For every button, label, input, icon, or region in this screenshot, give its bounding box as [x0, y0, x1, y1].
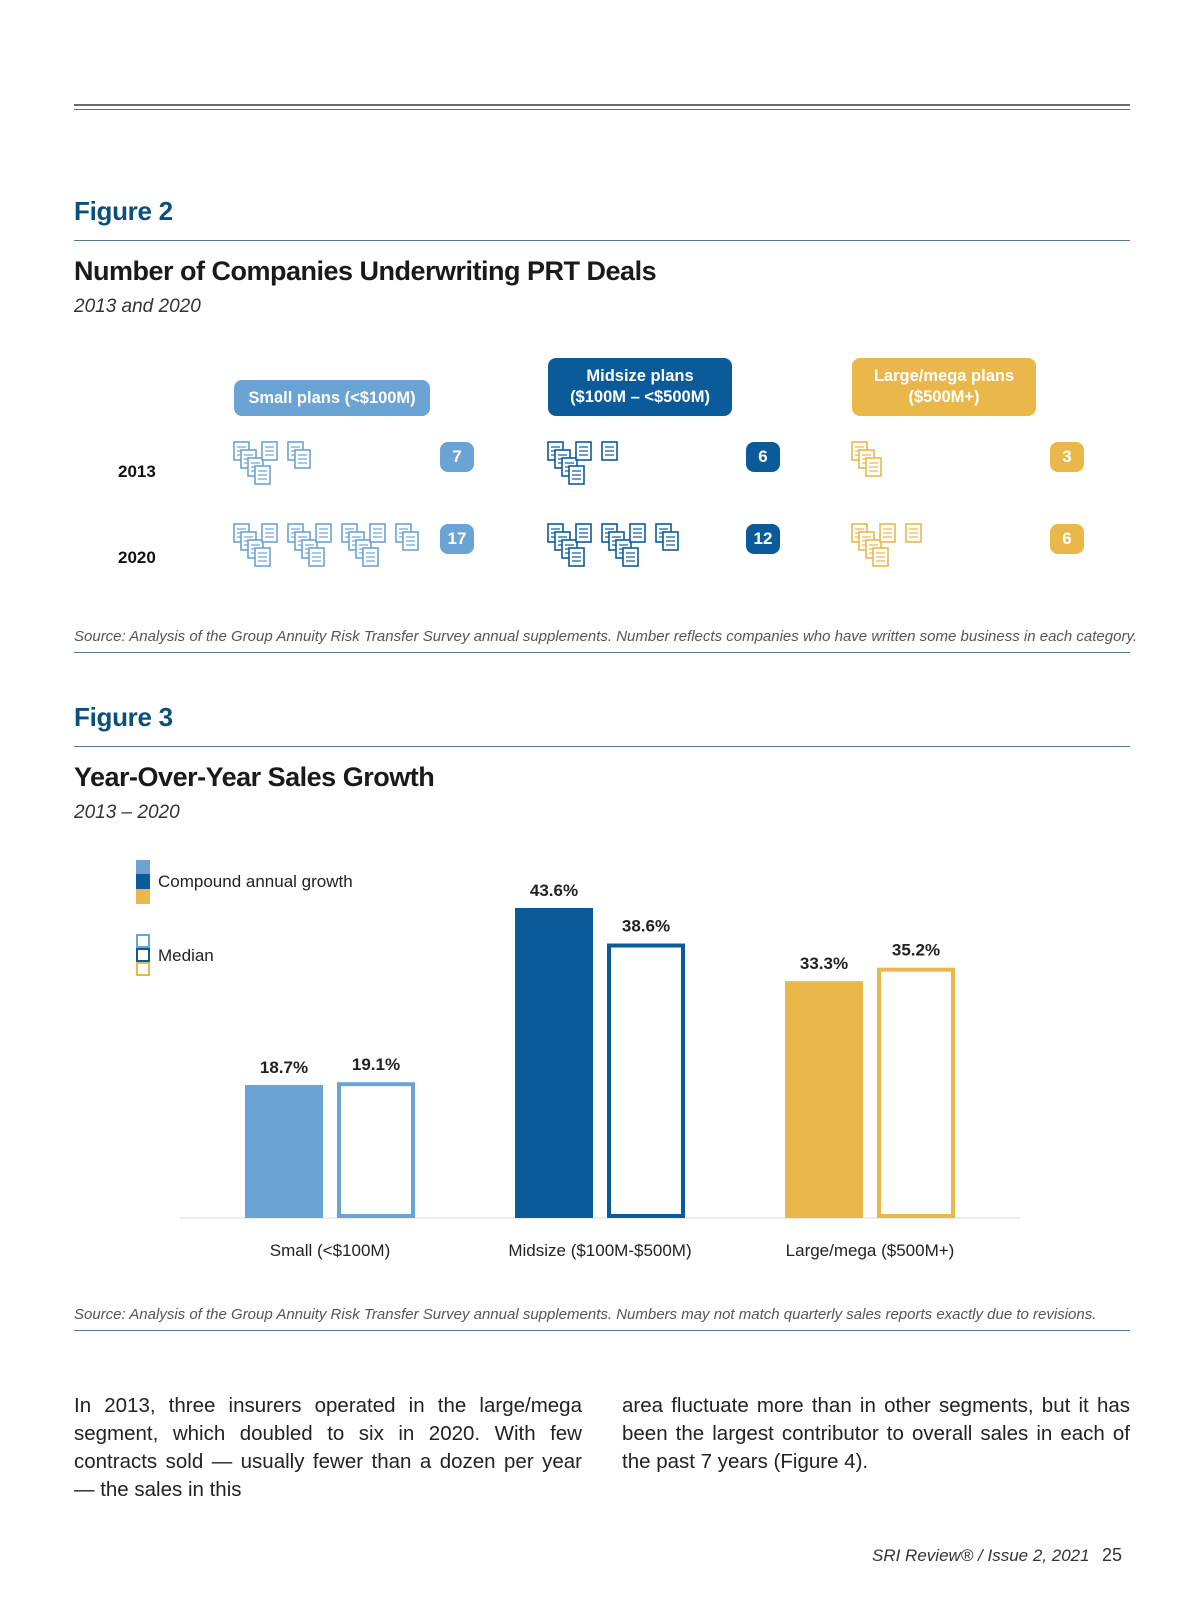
median-legend-label: Median	[158, 946, 214, 965]
figure-3-subtitle: 2013 – 2020	[74, 802, 180, 823]
sales-growth-bar-chart: 18.7% 19.1% Small (<$100M) 43.6% 38.6% Midsiz…	[180, 881, 1020, 1260]
year-label-2013: 2013	[118, 462, 156, 481]
median-legend-swatch	[136, 934, 150, 978]
document-stack-icon	[547, 523, 592, 567]
document-stack-icon	[287, 441, 311, 469]
mid-2020-count-badge: 12	[746, 524, 780, 554]
category-label-2: Large/mega ($500M+)	[786, 1241, 955, 1260]
cagr-bar-0	[245, 1085, 323, 1218]
figure-3-source: Source: Analysis of the Group Annuity Ri…	[74, 1306, 1097, 1323]
document-stack-icon	[233, 523, 278, 567]
body-column-1: In 2013, three insurers operated in the …	[74, 1394, 582, 1501]
large-2013-document-icons	[850, 440, 898, 498]
cagr-bar-1	[515, 907, 593, 1218]
mid-2013-document-icons	[546, 440, 648, 498]
cagr-value-label-1: 43.6%	[530, 881, 578, 900]
mid-2013-count-badge: 6	[746, 442, 780, 472]
document-stack-icon	[547, 441, 592, 485]
figure-3-title: Year-Over-Year Sales Growth	[74, 762, 435, 792]
small-plans-header: Small plans (<$100M)	[234, 380, 430, 416]
figure-3-bottom-rule	[74, 1330, 1130, 1331]
small-2020-document-icons	[232, 522, 442, 580]
figure-2-bottom-rule	[74, 652, 1130, 653]
cagr-legend-swatch	[136, 860, 150, 904]
document-stack-icon	[395, 523, 419, 551]
small-2013-count-badge: 7	[440, 442, 474, 472]
median-value-label-1: 38.6%	[622, 917, 670, 936]
median-value-label-2: 35.2%	[892, 941, 940, 960]
median-value-label-0: 19.1%	[352, 1055, 400, 1074]
cagr-value-label-0: 18.7%	[260, 1058, 308, 1077]
top-rule	[74, 104, 1130, 106]
document-stack-icon	[341, 523, 386, 567]
document-stack-icon	[851, 523, 896, 567]
midsize-plans-header: Midsize plans ($100M – <$500M)	[548, 358, 732, 416]
document-stack-icon	[655, 523, 679, 551]
median-bar-0	[337, 1082, 415, 1218]
small-2013-document-icons	[232, 440, 334, 498]
top-rule-secondary	[74, 109, 1130, 110]
large-2020-count-badge: 6	[1050, 524, 1084, 554]
figure-3-rule	[74, 746, 1130, 747]
year-label-2020: 2020	[118, 548, 156, 567]
category-label-0: Small (<$100M)	[270, 1241, 390, 1260]
page-number: 25	[1102, 1545, 1123, 1565]
publication-footer: SRI Review® / Issue 2, 2021	[872, 1546, 1090, 1565]
small-2020-count-badge: 17	[440, 524, 474, 554]
large-mega-plans-header: Large/mega plans ($500M+)	[852, 358, 1036, 416]
figure-2-rule	[74, 240, 1130, 241]
document-stack-icon	[287, 523, 332, 567]
figure-2-source: Source: Analysis of the Group Annuity Ri…	[74, 628, 1138, 645]
mid-2020-document-icons	[546, 522, 702, 580]
body-column-2: area fluctuate more than in other segmen…	[622, 1394, 1130, 1473]
document-stack-icon	[905, 523, 922, 543]
figure-2-label: Figure 2	[74, 196, 173, 226]
large-2020-document-icons	[850, 522, 952, 580]
cagr-legend-label: Compound annual growth	[158, 872, 353, 891]
document-stack-icon	[601, 523, 646, 567]
cagr-bar-2	[785, 981, 863, 1218]
document-stack-icon	[601, 441, 618, 461]
document-stack-icon	[851, 441, 882, 477]
median-bar-1	[607, 943, 685, 1218]
figure-2-title: Number of Companies Underwriting PRT Dea…	[74, 256, 657, 286]
median-bar-2	[877, 967, 955, 1219]
cagr-value-label-2: 33.3%	[800, 954, 848, 973]
figure-3-label: Figure 3	[74, 702, 173, 732]
document-stack-icon	[233, 441, 278, 485]
category-label-1: Midsize ($100M-$500M)	[508, 1241, 691, 1260]
large-2013-count-badge: 3	[1050, 442, 1084, 472]
figure-2-subtitle: 2013 and 2020	[74, 296, 201, 317]
